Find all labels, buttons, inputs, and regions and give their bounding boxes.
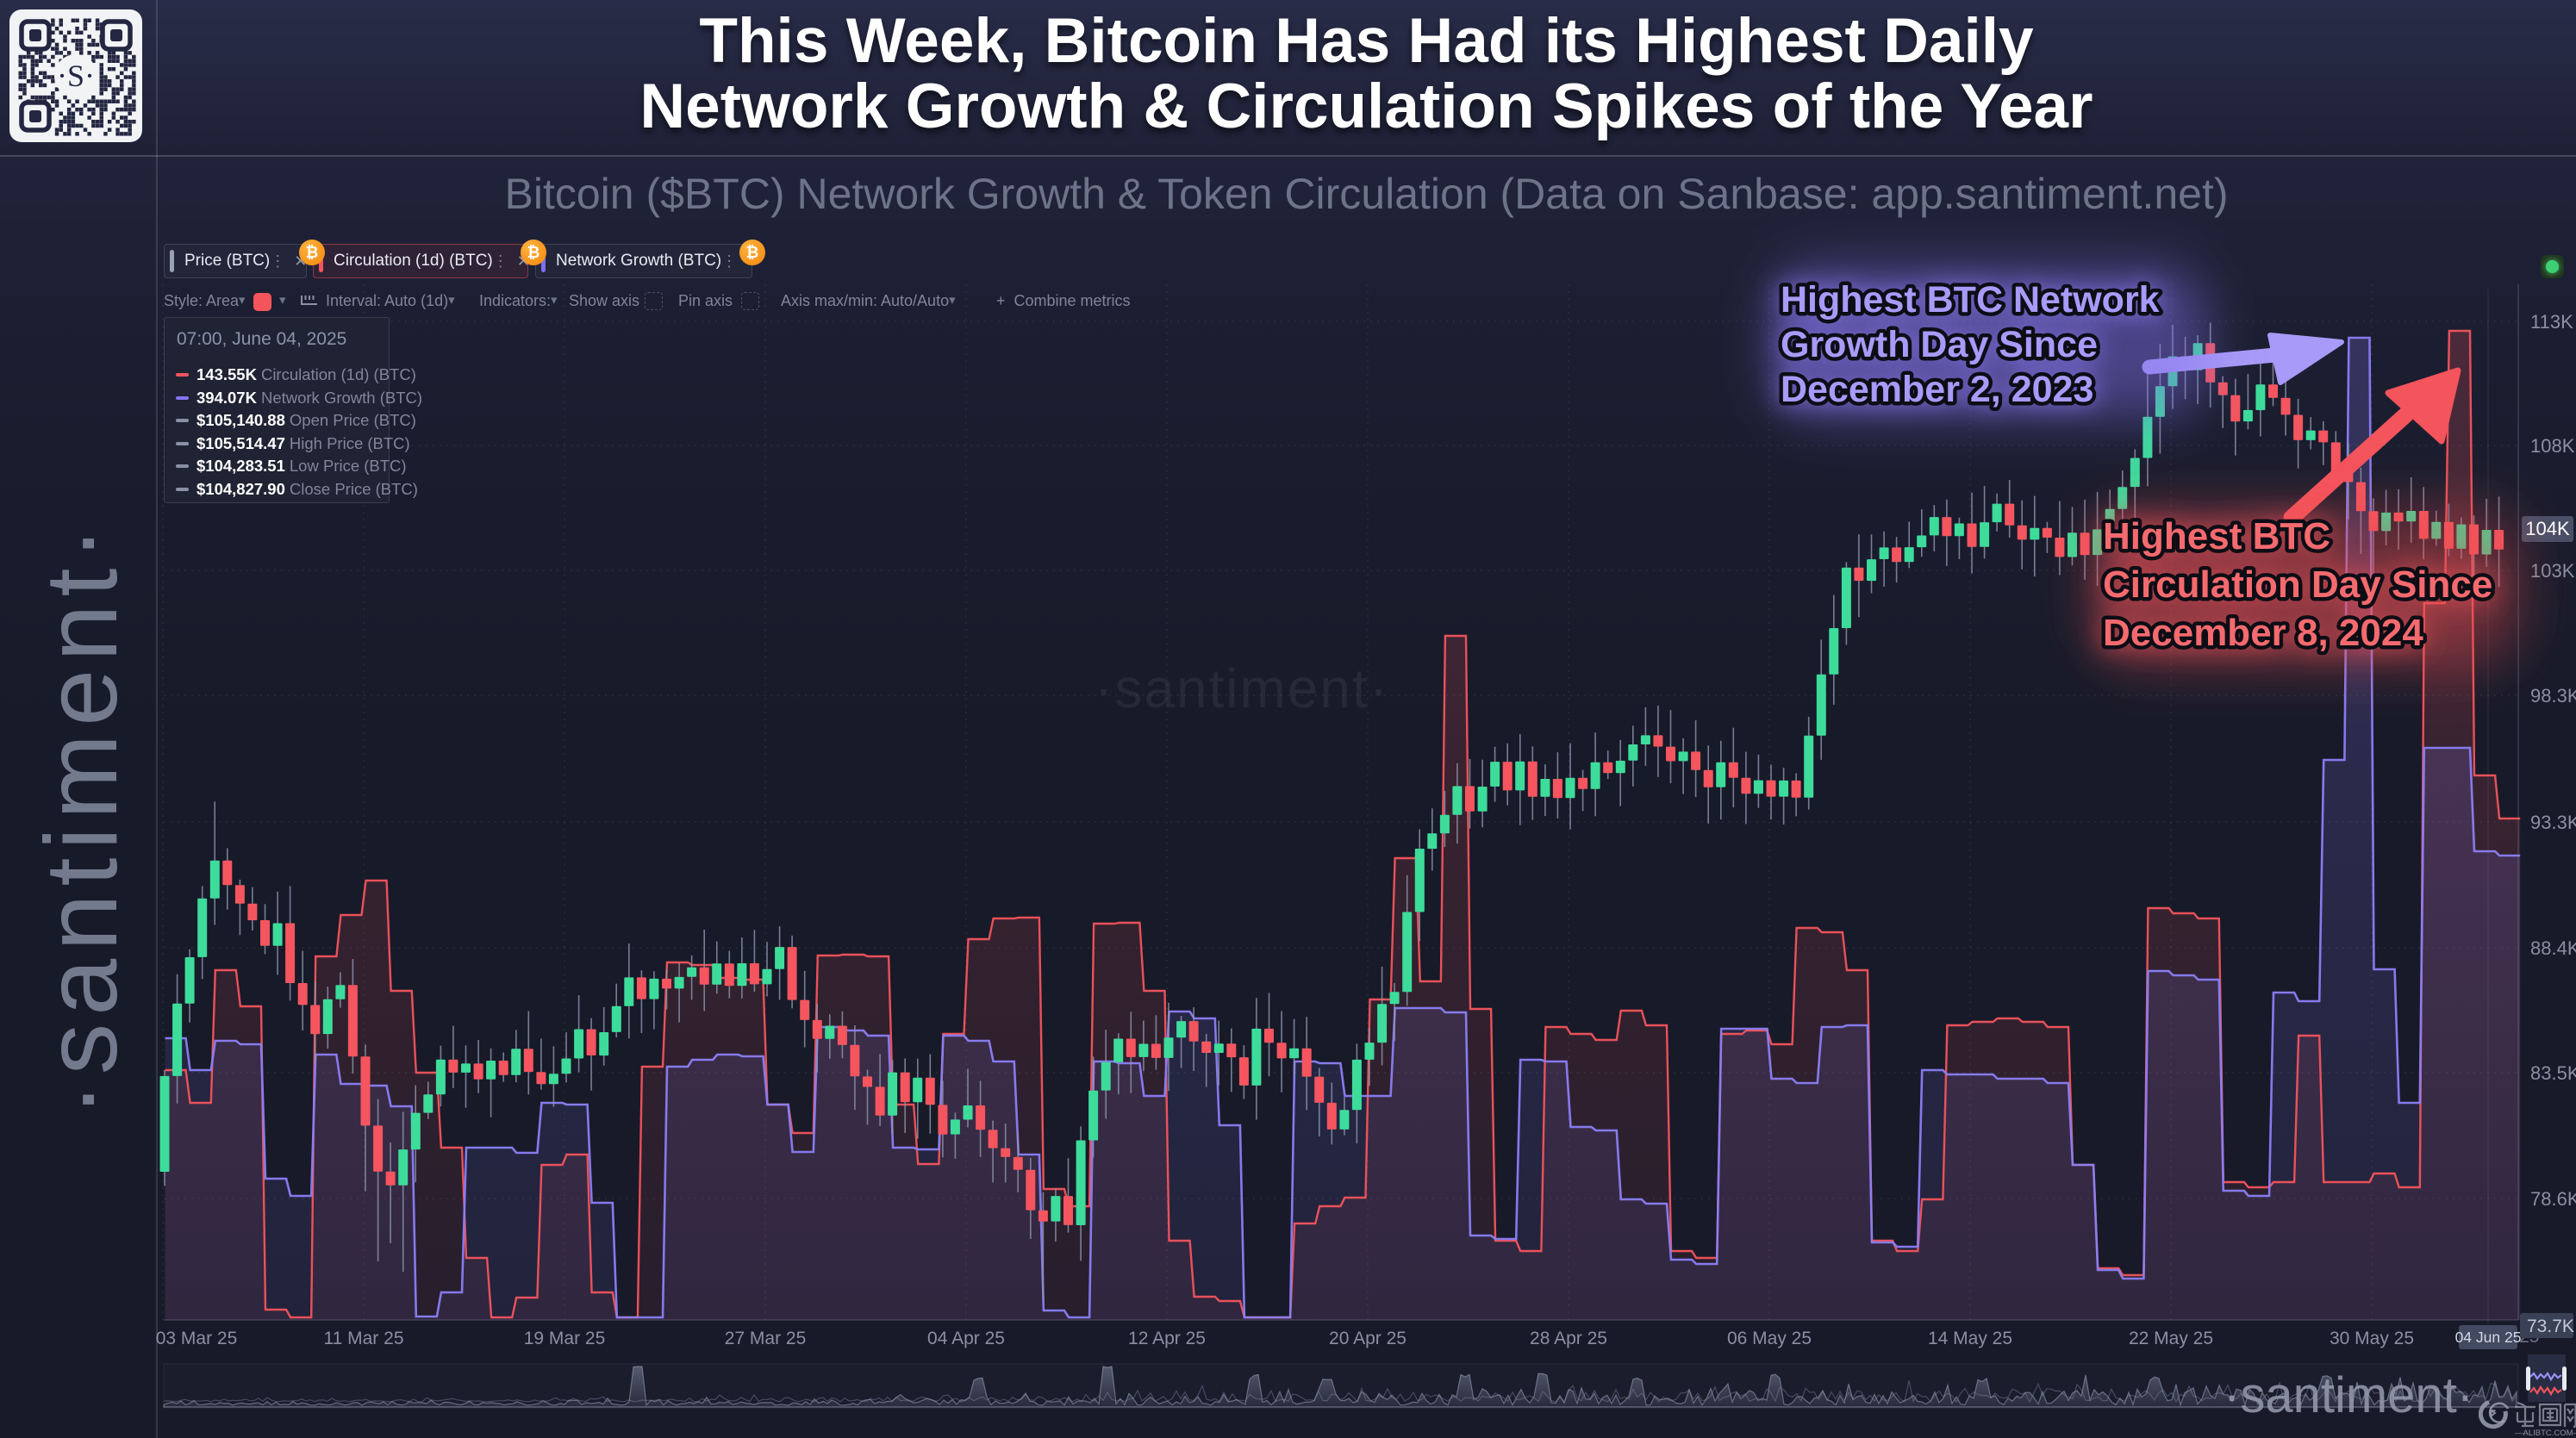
svg-text:30 May 25: 30 May 25: [2330, 1329, 2414, 1348]
svg-text:03 Mar 25: 03 Mar 25: [156, 1329, 238, 1348]
svg-text:104K: 104K: [2525, 518, 2570, 539]
svg-text:·S·: ·S·: [57, 59, 95, 93]
svg-text:103K: 103K: [2530, 560, 2575, 582]
svg-text:28 Apr 25: 28 Apr 25: [1530, 1329, 1607, 1348]
svg-text:20 Apr 25: 20 Apr 25: [1329, 1329, 1407, 1348]
svg-text:98.3K: 98.3K: [2530, 685, 2576, 707]
svg-text:12 Apr 25: 12 Apr 25: [1128, 1329, 1206, 1348]
svg-text:11 Mar 25: 11 Mar 25: [324, 1329, 404, 1348]
svg-text:22 May 25: 22 May 25: [2129, 1329, 2213, 1348]
svg-text:06 May 25: 06 May 25: [1727, 1329, 1812, 1348]
svg-text:14 May 25: 14 May 25: [1928, 1329, 2012, 1348]
svg-text:Circulation Day Since: Circulation Day Since: [2103, 563, 2492, 606]
svg-text:04 Apr 25: 04 Apr 25: [927, 1329, 1005, 1348]
svg-text:93.3K: 93.3K: [2530, 812, 2576, 833]
svg-text:73.7K: 73.7K: [2527, 1317, 2574, 1336]
svg-text:108K: 108K: [2530, 435, 2575, 457]
svg-text:—ALIBTC.COM—: —ALIBTC.COM—: [2515, 1429, 2576, 1437]
svg-text:Growth Day Since: Growth Day Since: [1781, 324, 2098, 365]
svg-text:19 Mar 25: 19 Mar 25: [524, 1329, 606, 1348]
svg-text:December 2, 2023: December 2, 2023: [1781, 369, 2093, 410]
svg-text:Highest BTC: Highest BTC: [2103, 515, 2330, 557]
svg-text:113K: 113K: [2530, 311, 2573, 333]
svg-text:Highest BTC Network: Highest BTC Network: [1781, 279, 2160, 321]
svg-text:83.5K: 83.5K: [2530, 1062, 2576, 1084]
svg-text:27 Mar 25: 27 Mar 25: [725, 1329, 807, 1348]
svg-text:88.4K: 88.4K: [2530, 937, 2576, 959]
svg-text:78.6K: 78.6K: [2530, 1188, 2576, 1210]
svg-text:December 8, 2024: December 8, 2024: [2103, 612, 2423, 654]
svg-text:04 Jun 25: 04 Jun 25: [2455, 1329, 2522, 1346]
